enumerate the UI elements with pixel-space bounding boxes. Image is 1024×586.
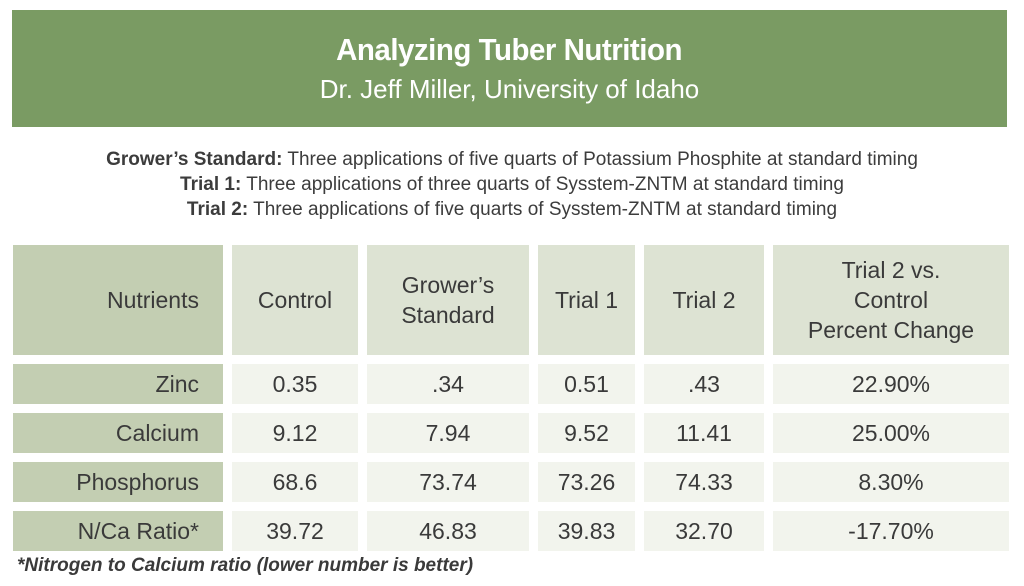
table-cell: 22.90% [773,364,1009,404]
description-label: Grower’s Standard: [106,149,283,170]
trial-descriptions: Grower’s Standard: Three applications of… [0,147,1024,222]
table-cell: .34 [367,364,529,404]
description-label: Trial 1: [180,174,242,195]
table-cell: 73.26 [538,462,635,502]
table-cell: 0.51 [538,364,635,404]
column-header-trial-2: Trial 2 [644,245,764,355]
table-cell: 39.72 [232,511,358,551]
description-label: Trial 2: [186,199,249,220]
column-header-trial-1: Trial 1 [538,245,635,355]
table-cell: 7.94 [367,413,529,453]
table-cell: -17.70% [773,511,1009,551]
table-cell: 25.00% [773,413,1009,453]
page-subtitle: Dr. Jeff Miller, University of Idaho [319,74,700,104]
table-cell: 32.70 [644,511,764,551]
table-cell: 46.83 [367,511,529,551]
description-line-growers-standard: Grower’s Standard: Three applications of… [0,147,1024,172]
row-label-phosphorus: Phosphorus [13,462,223,502]
description-line-trial-2: Trial 2: Three applications of five quar… [0,197,1024,222]
description-line-trial-1: Trial 1: Three applications of three qua… [0,172,1024,197]
table-cell: 68.6 [232,462,358,502]
description-text: Three applications of five quarts of Sys… [253,199,838,220]
column-header-growers-standard: Grower’s Standard [367,245,529,355]
footnote: *Nitrogen to Calcium ratio (lower number… [17,555,474,576]
table-cell: 9.52 [538,413,635,453]
row-label-calcium: Calcium [13,413,223,453]
table-cell: 9.12 [232,413,358,453]
table-cell: 73.74 [367,462,529,502]
column-header-control: Control [232,245,358,355]
description-text: Three applications of three quarts of Sy… [246,174,844,195]
row-label-nca-ratio: N/Ca Ratio* [13,511,223,551]
table-cell: 39.83 [538,511,635,551]
column-header-nutrients: Nutrients [13,245,223,355]
table-cell: 8.30% [773,462,1009,502]
nutrition-table: Nutrients Control Grower’s Standard Tria… [13,245,1009,551]
title-banner: Analyzing Tuber Nutrition Dr. Jeff Mille… [12,10,1007,127]
table-cell: 0.35 [232,364,358,404]
table-cell: 11.41 [644,413,764,453]
row-label-zinc: Zinc [13,364,223,404]
table-cell: .43 [644,364,764,404]
description-text: Three applications of five quarts of Pot… [287,149,918,170]
column-header-trial2-vs-control: Trial 2 vs. Control Percent Change [773,245,1009,355]
page-title: Analyzing Tuber Nutrition [336,32,683,67]
table-cell: 74.33 [644,462,764,502]
